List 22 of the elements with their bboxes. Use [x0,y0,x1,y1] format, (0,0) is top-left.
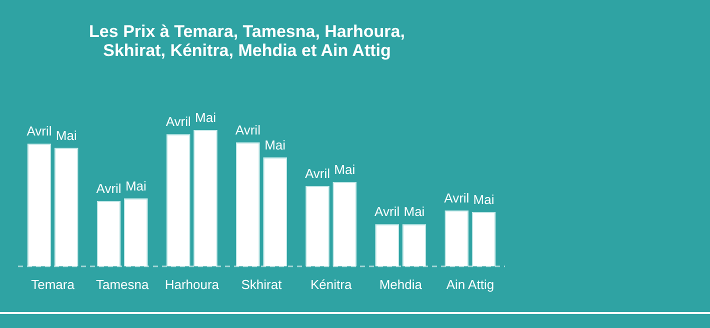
text: Avril [235,122,260,138]
text: Avril [304,166,330,181]
x-tick-label: Harhoura [164,276,220,292]
chart-title: Les Prix à Temara, Tamesna, Harhoura, Skhirat, Kénitra, Mehdia et Ain Attig [88,22,406,60]
text: Avril [26,124,52,139]
text: Mai [404,204,425,220]
series-label: Mai [56,128,77,143]
x-tick-label: Tamesna [96,276,150,292]
text: Mai [334,162,356,177]
text: Mai [125,178,146,194]
text: Mai [473,192,494,207]
x-tick-label: Skhirat [241,276,282,292]
text: Mai [264,137,286,152]
text: Avril [96,181,122,196]
text: Avril [374,204,400,220]
x-tick-label: Ain Attig [446,276,494,292]
x-tick-label: Temara [31,276,76,292]
x-tick-label: Mehdia [379,276,423,292]
x-tick-label: Kénitra [310,276,352,292]
text: Avril [166,114,191,130]
series-label: Avril [444,190,470,206]
text: Mai [195,110,216,126]
